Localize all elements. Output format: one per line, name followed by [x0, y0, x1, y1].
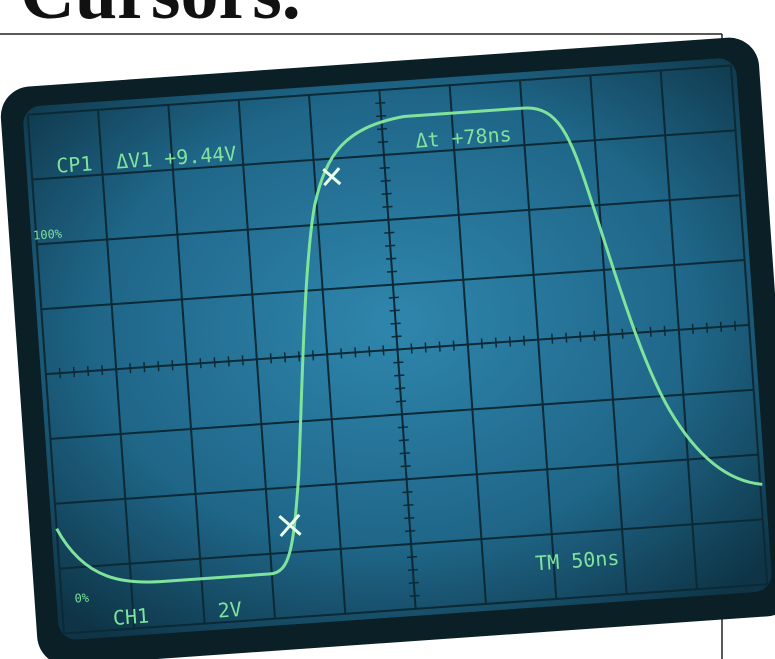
grid-line [376, 116, 386, 117]
grid-line [608, 330, 609, 340]
grid-line [594, 331, 595, 341]
ref-low: 0% [74, 591, 90, 606]
grid-line [453, 341, 454, 351]
grid-line [313, 350, 314, 360]
grid-line [397, 414, 407, 415]
grid-line [398, 427, 408, 428]
grid-line [242, 355, 243, 365]
grid-line [411, 608, 421, 609]
channel: CH1 [112, 603, 150, 629]
grid-line [378, 142, 388, 143]
grid-line [392, 336, 402, 337]
grid-line [524, 336, 525, 346]
grid-line [406, 544, 416, 545]
grid-line [400, 453, 410, 454]
grid-line [228, 356, 229, 366]
grid-line [749, 320, 750, 330]
grid-line [389, 297, 399, 298]
grid-line [664, 326, 665, 336]
cursor-label: CP1 [56, 151, 94, 177]
grid-line [392, 349, 402, 350]
grid-line [186, 359, 187, 369]
grid-line [409, 583, 419, 584]
grid-line [383, 219, 393, 220]
heading: Cursors. [20, 0, 301, 35]
oscilloscope-screen: CP1 ΔV1 +9.44V Δt +78ns TM 50ns CH1 2V 0… [0, 36, 775, 659]
grid-line [467, 340, 468, 350]
grid-line [408, 570, 418, 571]
grid-line [271, 353, 272, 363]
grid-line [327, 349, 328, 359]
grid-line [383, 345, 384, 355]
grid-line [399, 440, 409, 441]
grid-line [379, 155, 389, 156]
grid-line [390, 310, 400, 311]
grid-line [102, 365, 103, 375]
grid-line [384, 232, 394, 233]
grid-line [678, 325, 679, 335]
ref-high: 100% [33, 227, 64, 243]
grid-line [385, 245, 395, 246]
grid-line [130, 363, 131, 373]
grid-line [403, 505, 413, 506]
grid-line [45, 369, 46, 379]
grid-line [538, 335, 539, 345]
grid-line [299, 351, 300, 361]
grid-line [256, 354, 257, 364]
grid-line [387, 271, 397, 272]
grid-line [172, 360, 173, 370]
photo: Cursors. CP1 ΔV1 +9.44V Δt +78ns TM 50ns… [0, 0, 775, 659]
grid-line [355, 347, 356, 357]
grid-line [88, 366, 89, 376]
grid-line [374, 90, 384, 91]
grid-line [383, 206, 393, 207]
grid-line [721, 322, 722, 332]
grid-line [439, 342, 440, 352]
grid-line [375, 103, 385, 104]
grid-line [393, 362, 403, 363]
grid-line [410, 596, 420, 597]
grid-line [388, 284, 398, 285]
grid-line [386, 258, 396, 259]
volts-div: 2V [217, 597, 243, 623]
grid-line [580, 332, 581, 342]
grid-line [285, 352, 286, 362]
grid-line [380, 168, 390, 169]
grid-line [482, 339, 483, 349]
grid-line [407, 557, 417, 558]
grid-line [200, 358, 201, 368]
grid-line [693, 324, 694, 334]
grid-line [394, 375, 404, 376]
grid-line [566, 333, 567, 343]
grid-line [707, 323, 708, 333]
grid-line [391, 323, 401, 324]
grid-line [650, 327, 651, 337]
grid-line [401, 466, 411, 467]
grid-line [735, 321, 736, 331]
grid-line [341, 348, 342, 358]
grid-line [369, 346, 370, 356]
grid-line [510, 337, 511, 347]
grid-line [381, 181, 391, 182]
grid-line [60, 368, 61, 378]
grid-line [74, 367, 75, 377]
grid-line [622, 329, 623, 339]
grid-line [402, 479, 412, 480]
grid-line [425, 343, 426, 353]
grid-line [214, 357, 215, 367]
grid-line [496, 338, 497, 348]
grid-line [116, 364, 117, 374]
grid-line [144, 362, 145, 372]
grid-line [402, 492, 412, 493]
grid-line [396, 401, 406, 402]
grid-line [552, 334, 553, 344]
grid-line [382, 194, 392, 195]
page: Cursors. CP1 ΔV1 +9.44V Δt +78ns TM 50ns… [0, 0, 775, 659]
grid-line [404, 518, 414, 519]
grid-line [377, 129, 387, 130]
grid-line [411, 344, 412, 354]
grid-line [395, 388, 405, 389]
grid-line [158, 361, 159, 371]
grid-line [405, 531, 415, 532]
